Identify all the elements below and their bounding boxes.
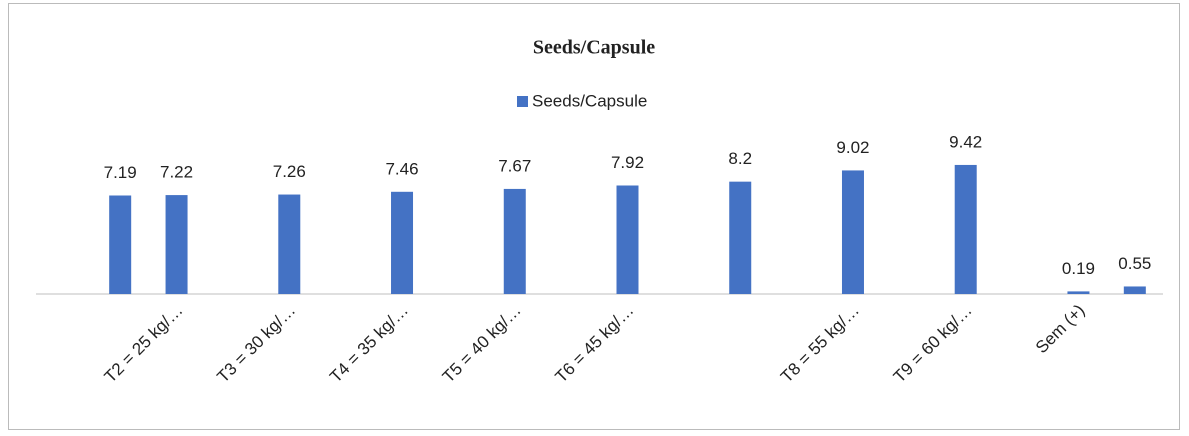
bar xyxy=(841,170,864,294)
data-label: 0.55 xyxy=(1118,254,1151,273)
bar xyxy=(165,195,188,294)
data-label: 7.19 xyxy=(104,163,137,182)
chart-border xyxy=(8,3,1180,430)
data-label: 9.42 xyxy=(949,132,982,151)
chart-title: Seeds/Capsule xyxy=(533,37,655,59)
data-label: 7.92 xyxy=(611,153,644,172)
bar xyxy=(109,195,132,294)
bar xyxy=(278,194,301,294)
bar xyxy=(391,191,414,294)
data-label: 8.2 xyxy=(728,149,752,168)
bar xyxy=(729,181,752,294)
data-label: 9.02 xyxy=(836,138,869,157)
bar xyxy=(616,185,639,294)
legend-label: Seeds/Capsule xyxy=(532,91,647,110)
data-label: 7.22 xyxy=(160,163,193,182)
bar xyxy=(1123,286,1146,294)
data-label: 7.46 xyxy=(385,159,418,178)
data-label: 0.19 xyxy=(1062,259,1095,278)
bar xyxy=(954,164,977,294)
bar xyxy=(503,188,526,294)
bar xyxy=(1067,291,1090,294)
legend-swatch xyxy=(517,96,528,107)
data-label: 7.26 xyxy=(273,162,306,181)
data-label: 7.67 xyxy=(498,156,531,175)
